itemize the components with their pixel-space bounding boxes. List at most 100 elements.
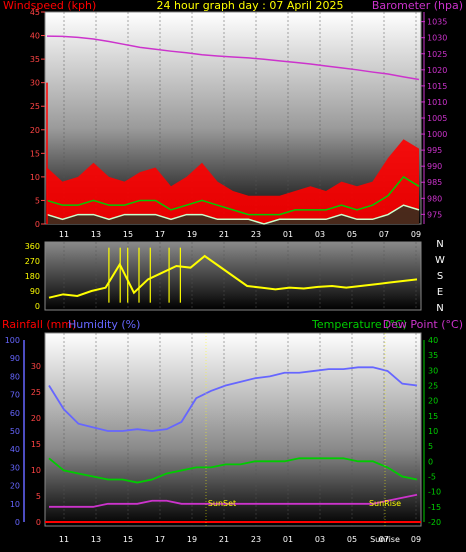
tick-label: -20 [428,518,441,527]
avg-wind-line [46,175,420,216]
time-tick-label: 17 [155,230,165,239]
tick-label: 40 [10,445,20,454]
humidity-line [48,366,418,432]
tick-label: 1005 [427,114,447,123]
right-axis-label-baro: Barometer (hpa) [372,0,463,12]
panel-rain-hum-temp [44,332,422,527]
tick-label: 15 [30,149,40,158]
time-tick-label: 09 [411,230,421,239]
tick-label: 35 [30,55,40,64]
tick-label: 0 [36,518,41,527]
time-axis-bottom: 11 13 15 17 19 21 23 01 03 05 07 09 Sunrise [59,535,421,544]
baro-axis-ticks: 975 980 985 990 995 1000 1005 1010 1015 1020 1025 1… [421,12,447,224]
tick-label: 0 [428,457,433,466]
direction-line [48,254,418,299]
lull-line [46,204,420,225]
time-tick-label: 01 [283,535,293,544]
left-axis-label-rain: Rainfall (mm) [2,318,76,331]
time-tick-label: 05 [347,230,357,239]
compass-label: S [437,271,443,282]
tick-label: 40 [428,336,438,345]
tick-label: 1025 [427,50,447,59]
tick-label: -15 [428,503,441,512]
tick-label: 5 [35,196,40,205]
tick-label: 270 [25,257,40,266]
tick-label: 70 [10,391,20,400]
time-tick-label: 07 [379,230,389,239]
tick-label: 1015 [427,82,447,91]
tick-label: 35 [428,351,438,360]
tick-label: 25 [428,382,438,391]
tick-label: 20 [31,414,41,423]
compass-label: N [436,303,443,314]
rain-axis-ticks: 0 5 10 15 20 25 30 [31,362,41,527]
wind-axis-ticks: 0 5 10 15 20 25 30 35 40 45 [30,8,45,229]
tick-label: 45 [30,8,40,17]
tick-label: 180 [25,272,40,281]
tick-label: 20 [428,397,438,406]
tick-label: 30 [10,463,20,472]
tick-label: 0 [35,302,40,311]
left-axis-label-humidity: Humidity (%) [68,318,140,331]
tick-label: 1000 [427,130,447,139]
sunrise-tick-label: Sunrise [370,535,400,544]
tick-label: 30 [30,79,40,88]
gust-area [47,139,419,224]
time-tick-label: 11 [59,535,69,544]
compass-label: E [437,287,443,298]
tick-label: 10 [428,427,438,436]
time-tick-label: 07 [379,535,389,544]
chart-title: 24 hour graph day : 07 April 2025 [157,0,344,12]
sun-annotations: SunSet SunRise [205,333,401,526]
time-tick-label: 23 [251,535,261,544]
time-tick-label: 21 [219,230,229,239]
temp-axis-ticks: -20 -15 -10 -5 0 5 10 15 20 25 30 35 40 [423,336,441,527]
time-tick-label: 15 [123,535,133,544]
tick-label: 15 [428,412,438,421]
tick-label: 20 [10,482,20,491]
time-tick-label: 19 [187,535,197,544]
time-tick-label: 03 [315,230,325,239]
tick-label: 15 [31,440,41,449]
tick-label: 5 [36,492,41,501]
tick-label: 25 [31,388,41,397]
tick-label: 80 [10,372,20,381]
tick-label: 90 [30,287,40,296]
sunrise-label: SunRise [369,499,401,508]
tick-label: 60 [10,409,20,418]
time-tick-label: 13 [91,230,101,239]
tick-label: -5 [428,473,436,482]
tick-label: 10 [30,173,40,182]
tick-label: 25 [30,102,40,111]
tick-label: 1030 [427,34,447,43]
time-tick-label: 23 [251,230,261,239]
tick-label: -10 [428,488,441,497]
tick-label: 10 [10,500,20,509]
time-tick-label: 15 [123,230,133,239]
time-tick-label: 11 [59,230,69,239]
tick-label: 360 [25,242,40,251]
tick-label: 0 [35,220,40,229]
tick-label: 30 [31,362,41,371]
time-tick-label: 01 [283,230,293,239]
tick-label: 0 [15,518,20,527]
right-axis-label-dew: Dew Point (°C) [383,318,463,331]
tick-label: 1010 [427,98,447,107]
time-axis-top: 11 13 15 17 19 21 23 01 03 05 07 09 [59,230,421,239]
tick-label: 990 [427,162,442,171]
tick-label: 1035 [427,18,447,27]
time-tick-label: 17 [155,535,165,544]
tick-label: 40 [30,32,40,41]
compass-label: W [435,255,445,266]
panel3-series [45,366,421,523]
tick-label: 90 [10,354,20,363]
temperature-line [48,457,418,484]
tick-label: 985 [427,178,442,187]
tick-label: 995 [427,146,442,155]
tick-label: 30 [428,366,438,375]
time-tick-label: 19 [187,230,197,239]
tick-label: 5 [428,442,433,451]
tick-label: 975 [427,210,442,219]
direction-series [48,247,418,303]
right-axis-label-temp: Temperature (°C) [311,318,407,331]
